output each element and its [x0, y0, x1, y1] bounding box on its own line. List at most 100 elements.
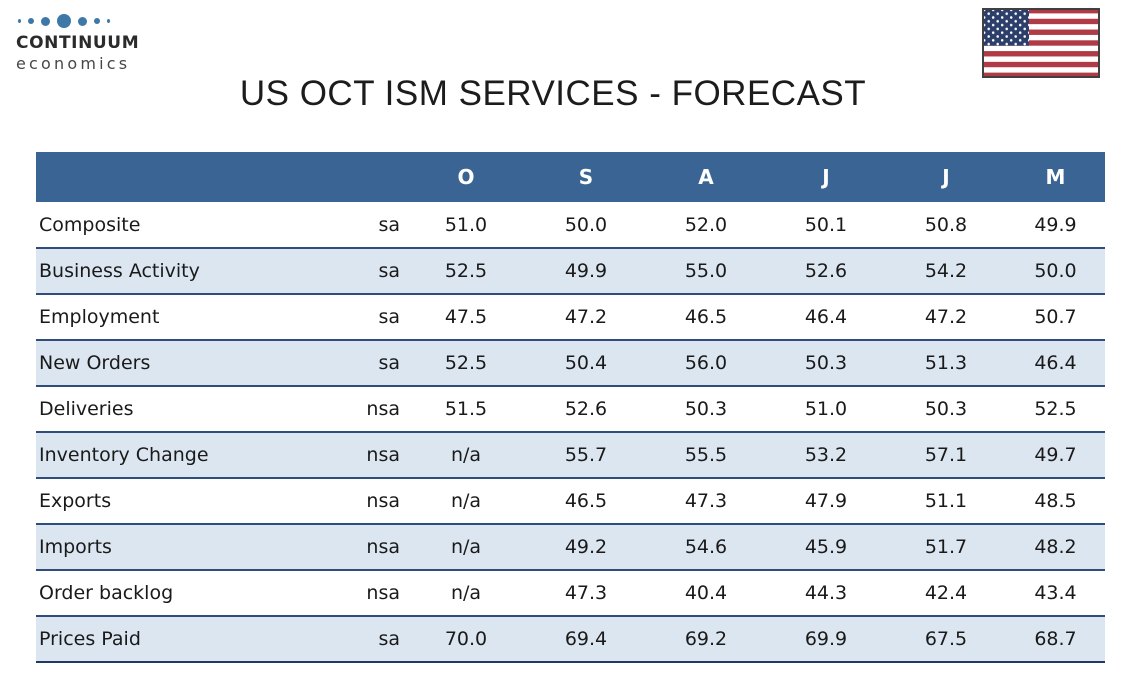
value-cell: 51.0 — [804, 398, 848, 420]
table-row-prices-paid: Prices Paid sa 70.0 69.4 69.2 69.9 67.5 … — [36, 616, 1105, 662]
value-cell: 51.7 — [924, 536, 968, 558]
row-label: Prices Paid — [39, 628, 141, 650]
value-cell: 52.6 — [564, 398, 608, 420]
value-cell: 49.9 — [1034, 213, 1077, 236]
value-cell: 49.2 — [564, 536, 608, 558]
logo-subtitle: economics — [16, 54, 131, 73]
value-cell: 50.4 — [564, 352, 608, 374]
value-cell: 55.7 — [564, 444, 608, 466]
value-cell: 50.7 — [1034, 306, 1077, 328]
table-row-deliveries: Deliveries nsa 51.5 52.6 50.3 51.0 50.3 … — [36, 386, 1105, 432]
table-row-business-activity: Business Activity sa 52.5 49.9 55.0 52.6… — [36, 248, 1105, 294]
row-label: Employment — [39, 306, 160, 328]
adjustment-cell: sa — [378, 213, 400, 236]
value-cell: 48.2 — [1034, 536, 1077, 558]
column-header-aug: A — [646, 152, 766, 202]
logo-wordmark: CONTINUUM — [16, 33, 140, 53]
value-cell: 50.3 — [924, 398, 968, 420]
value-cell: 56.0 — [684, 352, 728, 374]
logo-dot-icon — [28, 18, 34, 24]
column-header-jun: J — [886, 152, 1006, 202]
value-cell: 46.4 — [804, 306, 848, 328]
table-row-order-backlog: Order backlog nsa n/a 47.3 40.4 44.3 42.… — [36, 570, 1105, 616]
logo-dot-icon — [18, 19, 21, 23]
value-cell: 45.9 — [804, 536, 848, 558]
value-cell: 69.9 — [804, 628, 848, 650]
value-cell: 46.4 — [1034, 352, 1077, 374]
forecast-table: O S A J J M Composite sa 51.0 50.0 52.0 … — [36, 152, 1105, 663]
value-cell: 53.2 — [804, 444, 848, 466]
adjustment-cell: nsa — [366, 398, 400, 420]
value-cell: 50.3 — [684, 398, 728, 420]
value-cell: 50.8 — [924, 213, 968, 236]
value-cell: 52.5 — [444, 352, 488, 374]
adjustment-cell: sa — [378, 628, 400, 650]
value-cell: 50.3 — [804, 352, 848, 374]
table-row-exports: Exports nsa n/a 46.5 47.3 47.9 51.1 48.5 — [36, 478, 1105, 524]
column-header-jul: J — [766, 152, 886, 202]
value-cell: 68.7 — [1034, 628, 1077, 650]
column-header-sep: S — [526, 152, 646, 202]
table-row-employment: Employment sa 47.5 47.2 46.5 46.4 47.2 5… — [36, 294, 1105, 340]
row-label: Deliveries — [39, 398, 134, 420]
adjustment-cell: nsa — [366, 536, 400, 558]
value-cell: 51.0 — [444, 213, 488, 236]
row-label: Exports — [39, 490, 112, 512]
table-row-inventory-change: Inventory Change nsa n/a 55.7 55.5 53.2 … — [36, 432, 1105, 478]
value-cell: 42.4 — [924, 582, 968, 604]
row-label: Inventory Change — [39, 444, 209, 466]
value-cell: n/a — [450, 444, 482, 466]
logo-dot-icon — [41, 16, 50, 26]
row-label: New Orders — [39, 352, 151, 374]
value-cell: 47.2 — [564, 306, 608, 328]
value-cell: 52.5 — [1034, 398, 1077, 420]
value-cell: 43.4 — [1034, 582, 1077, 604]
row-label: Order backlog — [39, 582, 174, 604]
value-cell: 50.0 — [1034, 260, 1077, 282]
value-cell: 49.9 — [564, 260, 608, 282]
value-cell: n/a — [450, 536, 482, 558]
value-cell: 40.4 — [684, 582, 728, 604]
header-label-spacer — [36, 152, 336, 202]
value-cell: 46.5 — [564, 490, 608, 512]
logo-dot-icon — [107, 19, 110, 23]
value-cell: 54.6 — [684, 536, 728, 558]
value-cell: 47.3 — [564, 582, 608, 604]
value-cell: 47.2 — [924, 306, 968, 328]
value-cell: 46.5 — [684, 306, 728, 328]
value-cell: 47.9 — [804, 490, 848, 512]
row-label: Imports — [39, 536, 112, 558]
value-cell: 48.5 — [1034, 490, 1077, 512]
table-row-imports: Imports nsa n/a 49.2 54.6 45.9 51.7 48.2 — [36, 524, 1105, 570]
value-cell: 47.5 — [444, 306, 488, 328]
adjustment-cell: sa — [378, 306, 400, 328]
table-header-row: O S A J J M — [36, 152, 1105, 202]
adjustment-cell: nsa — [366, 444, 400, 466]
value-cell: 52.0 — [684, 213, 728, 236]
table-row-composite: Composite sa 51.0 50.0 52.0 50.1 50.8 49… — [36, 202, 1105, 248]
adjustment-cell: nsa — [366, 490, 400, 512]
value-cell: 69.4 — [564, 628, 608, 650]
row-label: Composite — [39, 213, 141, 236]
value-cell: 52.5 — [444, 260, 488, 282]
value-cell: 55.5 — [684, 444, 728, 466]
value-cell: 44.3 — [804, 582, 848, 604]
value-cell: 51.5 — [444, 398, 488, 420]
value-cell: n/a — [450, 490, 482, 512]
us-flag-icon — [982, 8, 1100, 78]
row-label: Business Activity — [39, 260, 200, 282]
value-cell: n/a — [450, 582, 482, 604]
value-cell: 51.3 — [924, 352, 968, 374]
logo-dot-icon — [78, 16, 87, 26]
column-header-may: M — [1006, 152, 1105, 202]
logo-dots-icon — [18, 12, 139, 30]
column-header-oct: O — [406, 152, 526, 202]
logo-dot-icon — [57, 14, 71, 28]
header-adj-spacer — [336, 152, 406, 202]
value-cell: 57.1 — [924, 444, 968, 466]
value-cell: 55.0 — [684, 260, 728, 282]
continuum-economics-logo: CONTINUUM economics — [16, 12, 139, 73]
page-title: US OCT ISM SERVICES - FORECAST — [239, 74, 867, 113]
value-cell: 67.5 — [924, 628, 968, 650]
value-cell: 50.0 — [564, 213, 608, 236]
